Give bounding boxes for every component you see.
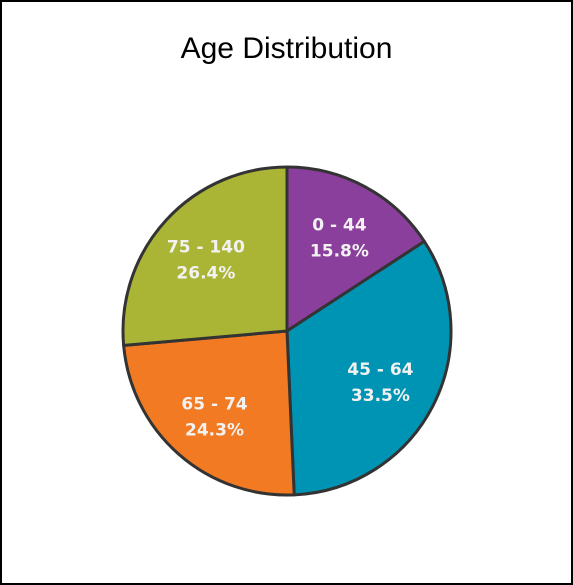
slice-category-label: 75 - 140 — [167, 238, 245, 258]
slice-category-label: 45 - 64 — [347, 360, 413, 380]
pie-slice-0-44 — [285, 165, 426, 333]
slice-percent-label: 15.8% — [310, 241, 369, 261]
slice-category-label: 0 - 44 — [312, 215, 367, 235]
slice-percent-label: 24.3% — [185, 421, 244, 441]
pie-slice-65-74 — [122, 329, 296, 497]
slice-percent-label: 33.5% — [351, 386, 410, 406]
pie-slice-75-140 — [121, 165, 289, 347]
slice-percent-label: 26.4% — [176, 264, 235, 284]
pie-slice-45-64 — [285, 239, 453, 497]
slice-category-label: 65 - 74 — [181, 395, 247, 415]
chart-title: Age Distribution — [180, 32, 393, 65]
